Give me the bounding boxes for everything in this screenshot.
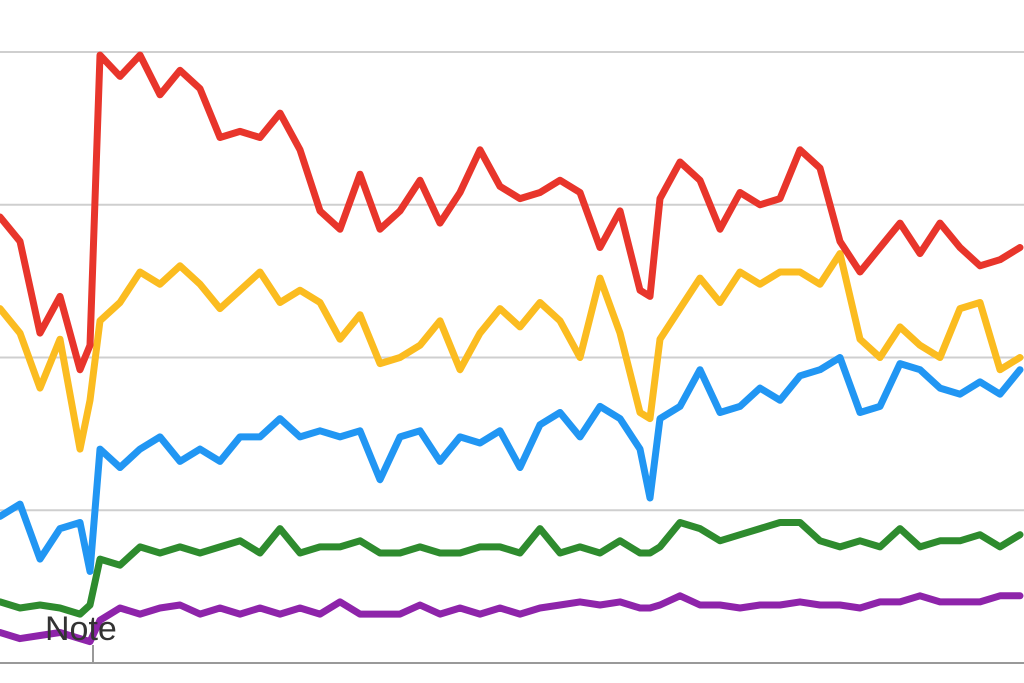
series-line bbox=[0, 519, 1024, 618]
series-line bbox=[0, 51, 1024, 374]
series-line bbox=[0, 592, 1024, 646]
series-line bbox=[0, 354, 1024, 575]
lines bbox=[0, 51, 1024, 646]
annotation: Note bbox=[45, 610, 117, 648]
series-line bbox=[0, 250, 1024, 453]
grid bbox=[0, 51, 1024, 664]
